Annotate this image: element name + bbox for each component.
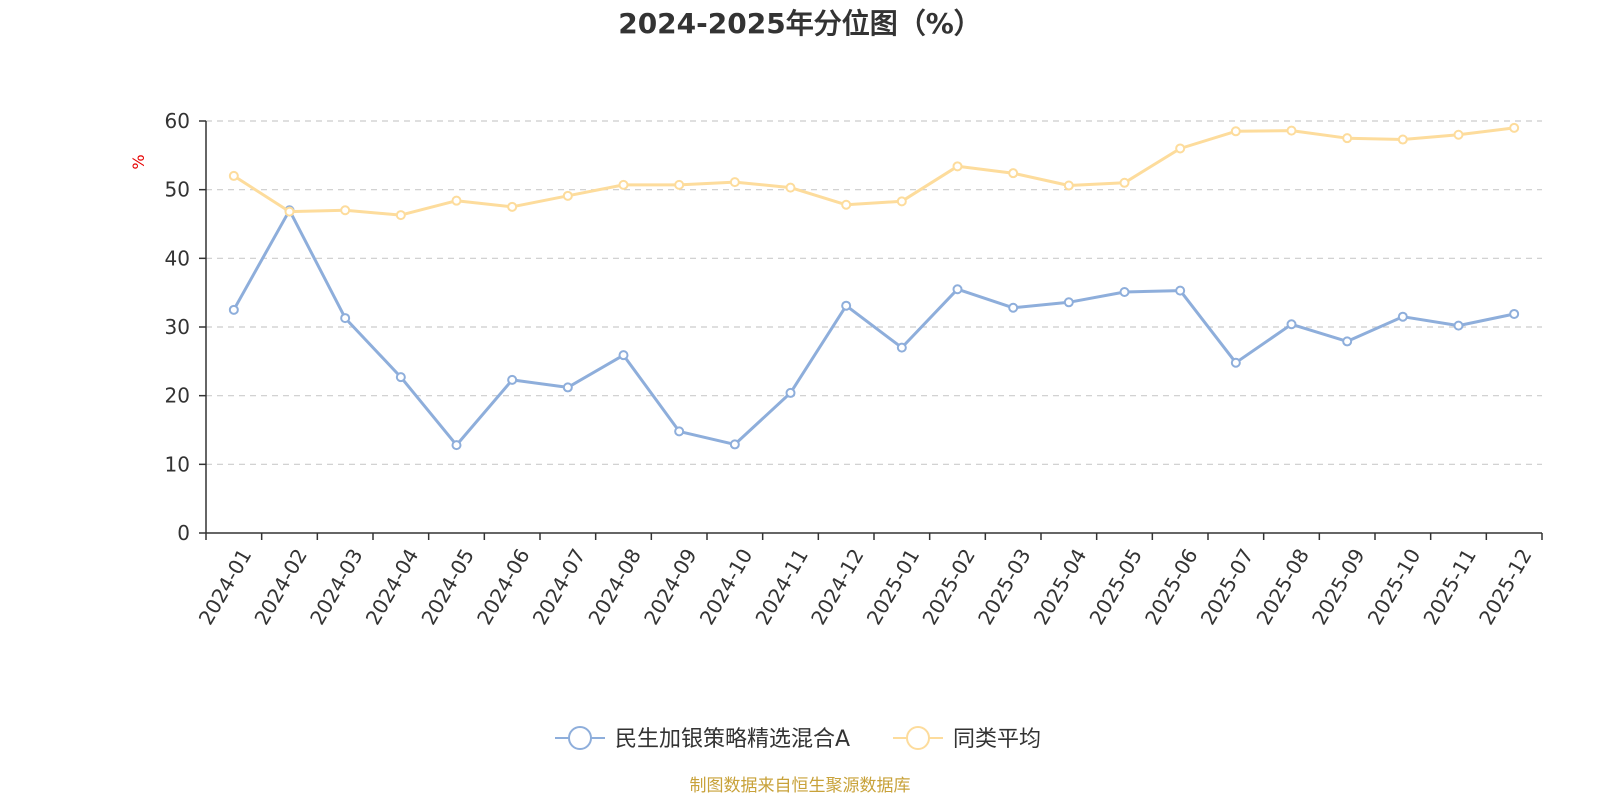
y-tick-label: 0 <box>177 521 190 545</box>
legend-marker <box>568 726 592 750</box>
data-point <box>451 440 462 451</box>
x-tick-label: 2025-05 <box>1084 545 1147 629</box>
series-line <box>232 126 1515 217</box>
data-point <box>841 300 852 311</box>
data-point <box>228 304 239 315</box>
y-tick-label: 10 <box>165 452 190 476</box>
data-point <box>1230 357 1241 368</box>
y-tick-label: 30 <box>165 315 190 339</box>
data-point <box>1230 126 1241 137</box>
data-point <box>228 170 239 181</box>
y-tick-label: 50 <box>165 178 190 202</box>
data-point <box>1453 129 1464 140</box>
data-point <box>562 382 573 393</box>
x-tick-label: 2025-04 <box>1029 545 1092 629</box>
data-point <box>674 179 685 190</box>
data-point <box>1509 308 1520 319</box>
data-point <box>729 439 740 450</box>
x-tick-label: 2025-10 <box>1363 545 1426 629</box>
data-source-note: 制图数据来自恒生聚源数据库 <box>690 776 911 796</box>
data-point <box>1342 336 1353 347</box>
data-point <box>1286 319 1297 330</box>
data-point <box>340 313 351 324</box>
data-point <box>1175 285 1186 296</box>
data-point <box>729 177 740 188</box>
legend-marker <box>906 726 930 750</box>
x-tick-label: 2024-12 <box>806 545 869 629</box>
x-tick-label: 2025-01 <box>862 545 925 629</box>
x-tick-label: 2025-02 <box>917 545 980 629</box>
data-point <box>896 342 907 353</box>
x-tick-label: 2024-05 <box>416 545 479 629</box>
x-tick-label: 2025-03 <box>973 545 1036 629</box>
series-1 <box>228 205 1520 451</box>
data-point <box>1008 302 1019 313</box>
x-tick-label: 2024-04 <box>361 545 424 629</box>
legend-label: 同类平均 <box>953 727 1041 752</box>
chart-title: 2024-2025年分位图（%） <box>618 7 982 40</box>
series-2 <box>228 122 1520 221</box>
x-tick-label: 2024-09 <box>639 545 702 629</box>
x-tick-label: 2025-08 <box>1251 545 1314 629</box>
data-point <box>1509 122 1520 133</box>
series-layer <box>228 122 1520 451</box>
x-tick-label: 2024-06 <box>472 545 535 629</box>
series-line <box>232 208 1515 447</box>
data-point <box>674 426 685 437</box>
data-point <box>1397 134 1408 145</box>
x-tick-label: 2024-07 <box>528 545 591 629</box>
data-point <box>1063 180 1074 191</box>
legend-item-2[interactable]: 同类平均 <box>893 726 1041 752</box>
legend-label: 民生加银策略精选混合A <box>615 727 850 752</box>
data-point <box>952 161 963 172</box>
axes: 01020304050602024-012024-022024-032024-0… <box>165 109 1543 629</box>
data-point <box>618 179 629 190</box>
data-point <box>841 199 852 210</box>
legend[interactable]: 民生加银策略精选混合A 同类平均 <box>555 726 1041 752</box>
data-point <box>618 350 629 361</box>
x-tick-label: 2024-01 <box>194 545 257 629</box>
x-tick-label: 2024-02 <box>249 545 312 629</box>
data-point <box>1397 311 1408 322</box>
data-point <box>395 372 406 383</box>
data-point <box>1342 133 1353 144</box>
x-tick-label: 2024-10 <box>695 545 758 629</box>
x-tick-label: 2025-09 <box>1307 545 1370 629</box>
data-point <box>395 210 406 221</box>
x-tick-label: 2025-12 <box>1474 545 1537 629</box>
x-tick-label: 2024-03 <box>305 545 368 629</box>
data-point <box>785 182 796 193</box>
data-point <box>1008 168 1019 179</box>
data-point <box>1286 125 1297 136</box>
data-point <box>451 195 462 206</box>
data-point <box>785 387 796 398</box>
y-tick-label: 60 <box>165 109 190 133</box>
x-tick-label: 2024-08 <box>583 545 646 629</box>
data-point <box>896 196 907 207</box>
y-tick-label: 40 <box>165 246 190 270</box>
x-tick-label: 2025-07 <box>1196 545 1259 629</box>
data-point <box>1119 286 1130 297</box>
data-point <box>340 205 351 216</box>
data-point <box>1119 177 1130 188</box>
y-axis-label: % <box>129 154 148 169</box>
data-point <box>1063 297 1074 308</box>
data-point <box>562 190 573 201</box>
data-point <box>1453 320 1464 331</box>
data-point <box>952 284 963 295</box>
grid-lines <box>206 120 1542 465</box>
legend-item-1[interactable]: 民生加银策略精选混合A <box>555 726 850 752</box>
x-tick-label: 2025-06 <box>1140 545 1203 629</box>
data-point <box>284 206 295 217</box>
data-point <box>1175 143 1186 154</box>
data-point <box>507 374 518 385</box>
x-tick-label: 2025-11 <box>1418 545 1481 629</box>
y-tick-label: 20 <box>165 384 190 408</box>
data-point <box>507 201 518 212</box>
x-tick-label: 2024-11 <box>750 545 813 629</box>
